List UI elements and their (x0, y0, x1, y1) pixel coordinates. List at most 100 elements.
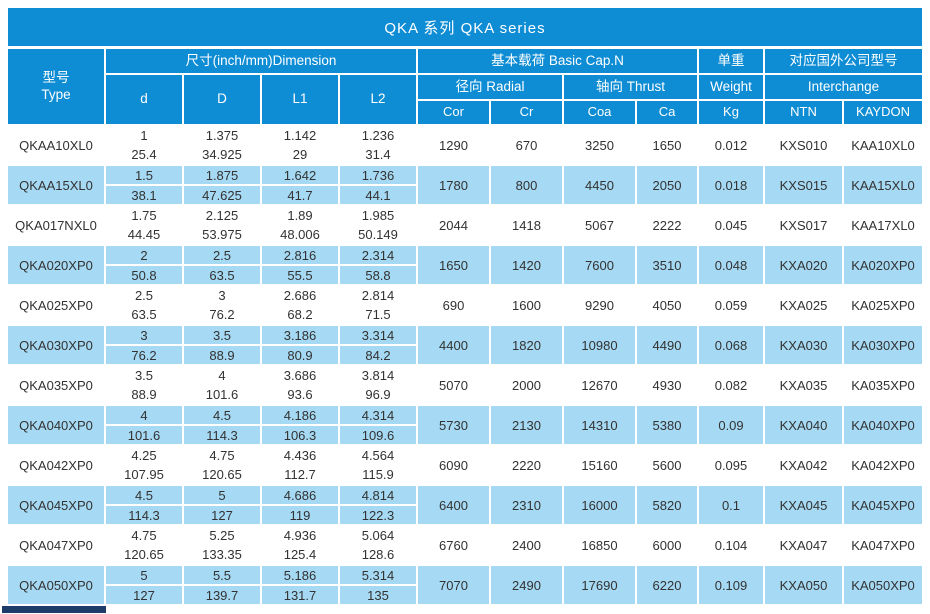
cell-dim-d: 4.5 114.3 (106, 486, 182, 524)
cell-dim-L1: 3.186 80.9 (262, 326, 338, 364)
cell-cor: 2044 (418, 206, 489, 244)
dim-inch-value: 4 (218, 368, 226, 383)
dim-mm-value: 48.006 (280, 227, 320, 242)
cell-dim-D: 4.75 120.65 (184, 446, 260, 484)
dim-inch-value: 3.186 (262, 326, 338, 346)
table-row: QKAA15XL0 1.5 38.1 1.875 47.625 1.642 41.7 1.73… (8, 166, 922, 204)
cell-type: QKA047XP0 (8, 526, 104, 564)
cell-coa: 15160 (564, 446, 635, 484)
cell-coa: 4450 (564, 166, 635, 204)
dim-inch-value: 4.75 (209, 448, 235, 463)
cell-ntn: KXA030 (765, 326, 842, 364)
cell-type: QKA040XP0 (8, 406, 104, 444)
dim-mm-value: 55.5 (287, 267, 313, 283)
cell-cr: 2400 (491, 526, 562, 564)
dim-inch-value: 4 (106, 406, 182, 426)
cell-kg: 0.045 (699, 206, 763, 244)
cell-dim-L2: 5.064 128.6 (340, 526, 416, 564)
dim-inch-value: 2.314 (340, 246, 416, 266)
header-interchange-en: Interchange (765, 75, 922, 99)
cell-ntn: KXA040 (765, 406, 842, 444)
cell-type: QKA030XP0 (8, 326, 104, 364)
header-radial: 径向 Radial (418, 75, 562, 99)
dim-inch-value: 1.985 (361, 208, 395, 223)
dim-mm-value: 34.925 (202, 147, 242, 162)
dim-mm-value: 106.3 (283, 427, 317, 443)
cell-cr: 1820 (491, 326, 562, 364)
cell-dim-L2: 2.814 71.5 (340, 286, 416, 324)
dim-inch-value: 4.686 (262, 486, 338, 506)
dim-mm-value: 115.9 (362, 467, 394, 482)
cell-coa: 17690 (564, 566, 635, 604)
dim-inch-value: 1.375 (205, 128, 239, 143)
cell-type: QKAA15XL0 (8, 166, 104, 204)
dim-inch-value: 4.314 (340, 406, 416, 426)
table-row: QKA045XP0 4.5 114.3 5 127 4.686 119 4.814 122.3 6… (8, 486, 922, 524)
dim-inch-value: 1.642 (262, 166, 338, 186)
cell-coa: 12670 (564, 366, 635, 404)
dim-inch-value: 4.936 (283, 528, 317, 543)
cell-type: QKA020XP0 (8, 246, 104, 284)
cell-kg: 0.1 (699, 486, 763, 524)
cell-kg: 0.059 (699, 286, 763, 324)
cell-coa: 7600 (564, 246, 635, 284)
dim-inch-value: 4.814 (340, 486, 416, 506)
cell-ca: 1650 (637, 126, 697, 164)
header-basic-cap: 基本载荷 Basic Cap.N (418, 49, 697, 73)
header-col-D: D (184, 75, 260, 124)
header-weight-en: Weight (699, 75, 763, 99)
header-interchange-zh: 对应国外公司型号 (765, 49, 922, 73)
table-bottom-border (2, 606, 106, 613)
table-row: QKA047XP0 4.75 120.65 5.25 133.35 4.936 125.4 5… (8, 526, 922, 564)
cell-dim-D: 3 76.2 (184, 286, 260, 324)
cell-kaydon: KAA15XL0 (844, 166, 922, 204)
header-thrust: 轴向 Thrust (564, 75, 697, 99)
dim-inch-value: 5.314 (340, 566, 416, 586)
dim-inch-value: 4.5 (184, 406, 260, 426)
header-col-cr: Cr (491, 101, 562, 124)
dim-mm-value: 50.149 (358, 227, 398, 242)
cell-ntn: KXA050 (765, 566, 842, 604)
dim-mm-value: 139.7 (205, 587, 239, 603)
dim-mm-value: 53.975 (202, 227, 242, 242)
cell-kg: 0.109 (699, 566, 763, 604)
cell-cor: 6400 (418, 486, 489, 524)
dim-mm-value: 114.3 (128, 507, 160, 523)
cell-dim-D: 4 101.6 (184, 366, 260, 404)
header-type: 型号 Type (8, 49, 104, 124)
cell-dim-d: 2 50.8 (106, 246, 182, 284)
dim-inch-value: 1.89 (287, 208, 313, 223)
cell-cr: 800 (491, 166, 562, 204)
cell-dim-L2: 1.985 50.149 (340, 206, 416, 244)
cell-ca: 4050 (637, 286, 697, 324)
cell-dim-D: 1.375 34.925 (184, 126, 260, 164)
cell-kg: 0.018 (699, 166, 763, 204)
cell-ntn: KXA042 (765, 446, 842, 484)
cell-ntn: KXA047 (765, 526, 842, 564)
cell-dim-d: 4.25 107.95 (106, 446, 182, 484)
cell-ntn: KXS017 (765, 206, 842, 244)
cell-coa: 16850 (564, 526, 635, 564)
dim-mm-value: 44.1 (365, 187, 391, 203)
cell-kg: 0.082 (699, 366, 763, 404)
dim-mm-value: 128.6 (361, 547, 395, 562)
cell-type: QKA045XP0 (8, 486, 104, 524)
dim-inch-value: 1.142 (283, 128, 317, 143)
cell-ca: 6000 (637, 526, 697, 564)
dim-inch-value: 3.814 (361, 368, 395, 383)
dim-mm-value: 96.9 (365, 387, 391, 402)
cell-cor: 5730 (418, 406, 489, 444)
cell-cor: 6760 (418, 526, 489, 564)
cell-dim-L2: 4.314 109.6 (340, 406, 416, 444)
header-col-L2: L2 (340, 75, 416, 124)
cell-cr: 2490 (491, 566, 562, 604)
dim-mm-value: 68.2 (287, 307, 313, 322)
cell-cr: 2220 (491, 446, 562, 484)
cell-ntn: KXA035 (765, 366, 842, 404)
cell-dim-L1: 5.186 131.7 (262, 566, 338, 604)
cell-dim-L1: 4.936 125.4 (262, 526, 338, 564)
dim-inch-value: 4.436 (283, 448, 317, 463)
cell-cor: 6090 (418, 446, 489, 484)
cell-dim-D: 1.875 47.625 (184, 166, 260, 204)
dim-inch-value: 2.816 (262, 246, 338, 266)
